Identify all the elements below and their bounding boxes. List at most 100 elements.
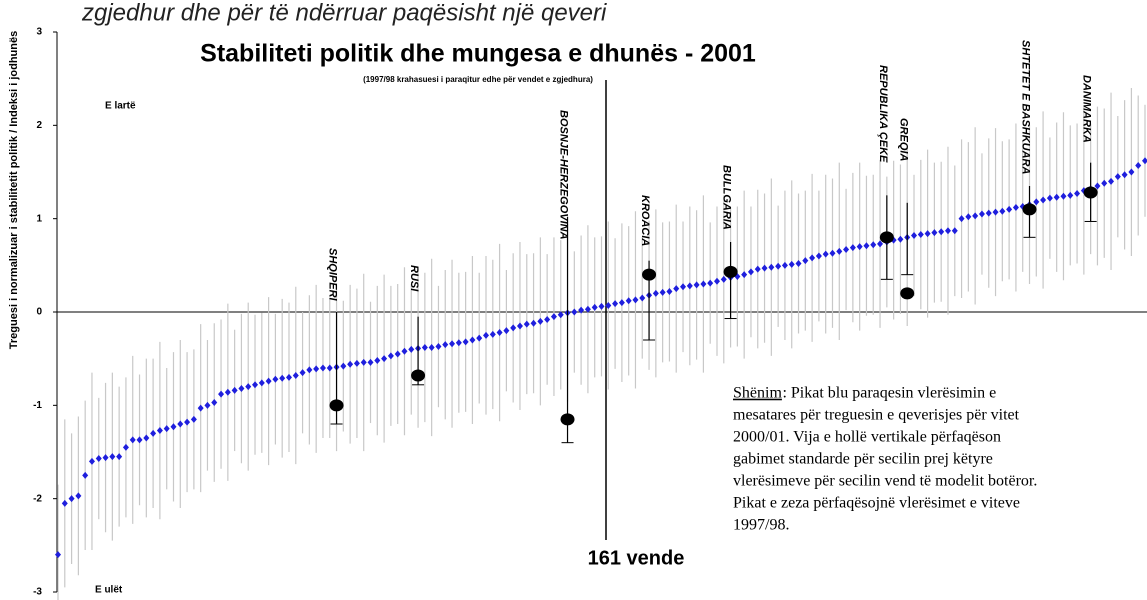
- point: [877, 240, 884, 248]
- point: [897, 235, 904, 243]
- point: [1142, 157, 1147, 165]
- point: [204, 401, 211, 409]
- point: [367, 358, 374, 366]
- point: [938, 228, 945, 236]
- point: [754, 265, 761, 273]
- point: [313, 365, 320, 373]
- point: [95, 455, 102, 463]
- point: [741, 271, 748, 279]
- point: [381, 355, 388, 363]
- note-line: 1997/98.: [733, 517, 789, 534]
- point: [88, 457, 95, 465]
- y-tick-label: -1: [33, 400, 42, 411]
- point: [55, 551, 61, 559]
- point: [686, 282, 693, 290]
- point: [116, 453, 123, 461]
- point: [924, 230, 931, 238]
- point: [68, 495, 75, 503]
- point: [1012, 203, 1019, 211]
- point: [1074, 189, 1081, 197]
- header: zgjedhur dhe për të ndërruar paqësisht n…: [81, 0, 607, 26]
- point: [720, 275, 727, 283]
- point: [306, 366, 313, 374]
- point: [761, 264, 768, 272]
- country-label: KROACIA: [639, 195, 651, 246]
- point: [462, 338, 469, 346]
- point: [639, 294, 646, 302]
- note-line: Pikat e zeza përfaqësojnë vlerësimet e v…: [733, 495, 1020, 512]
- comparison-point: [1022, 203, 1037, 216]
- point: [584, 305, 591, 313]
- point: [870, 241, 877, 249]
- point: [571, 308, 578, 316]
- point: [1006, 205, 1013, 213]
- country-label: SHTETET E BASHKUARA: [1020, 40, 1032, 175]
- country-label: RUSI: [408, 265, 420, 292]
- point: [285, 373, 292, 381]
- point: [265, 377, 272, 385]
- chart-title: Stabiliteti politik dhe mungesa e dhunës…: [200, 40, 756, 68]
- point: [1101, 179, 1108, 187]
- point: [1108, 177, 1115, 185]
- point: [673, 285, 680, 293]
- point: [245, 383, 252, 391]
- point: [557, 311, 564, 319]
- point: [1046, 194, 1053, 202]
- comparison-point: [900, 287, 915, 300]
- point: [958, 215, 965, 223]
- point: [788, 260, 795, 268]
- point: [150, 429, 157, 437]
- point: [435, 343, 442, 351]
- point: [163, 425, 170, 433]
- count-label: 161 vende: [588, 547, 685, 569]
- point: [102, 454, 109, 462]
- point: [700, 280, 707, 288]
- point: [931, 229, 938, 237]
- point: [231, 386, 238, 394]
- point: [836, 247, 843, 255]
- point: [965, 213, 972, 221]
- y-axis-label: Treguesi i normalizuar i stabilitetit po…: [8, 31, 20, 349]
- point: [401, 347, 408, 355]
- point: [680, 283, 687, 291]
- country-label: DANIMARKA: [1081, 75, 1093, 143]
- point: [809, 254, 816, 262]
- point: [1094, 182, 1101, 190]
- point: [666, 287, 673, 295]
- point: [972, 212, 979, 220]
- point: [863, 242, 870, 250]
- point: [476, 334, 483, 342]
- low-label: E ulët: [95, 585, 123, 596]
- point: [360, 358, 367, 366]
- comparison-point: [560, 413, 575, 426]
- note-line: mesatares për treguesin e qeverisjes për…: [733, 407, 1020, 424]
- point: [992, 208, 999, 216]
- point: [815, 252, 822, 260]
- point: [849, 244, 856, 252]
- point: [292, 371, 299, 379]
- y-tick-label: 0: [36, 307, 42, 318]
- point: [625, 297, 632, 305]
- point: [340, 362, 347, 370]
- point: [1114, 173, 1121, 181]
- point: [184, 418, 191, 426]
- point: [829, 249, 836, 257]
- point: [707, 279, 714, 287]
- note-line: vlerësimeve për secilin vend të modelit …: [733, 473, 1037, 490]
- point: [319, 364, 326, 372]
- point: [550, 313, 557, 321]
- y-tick-label: -3: [33, 587, 42, 598]
- point: [1067, 191, 1074, 199]
- comparison-point: [411, 369, 426, 382]
- point: [421, 343, 428, 351]
- point: [612, 300, 619, 308]
- point: [428, 343, 435, 351]
- point: [768, 263, 775, 271]
- point: [911, 231, 918, 239]
- comparison-point: [723, 265, 738, 278]
- note-line: : Pikat blu paraqesin vlerësimin e: [782, 385, 996, 402]
- point: [530, 319, 537, 327]
- point: [632, 296, 639, 304]
- point: [537, 317, 544, 325]
